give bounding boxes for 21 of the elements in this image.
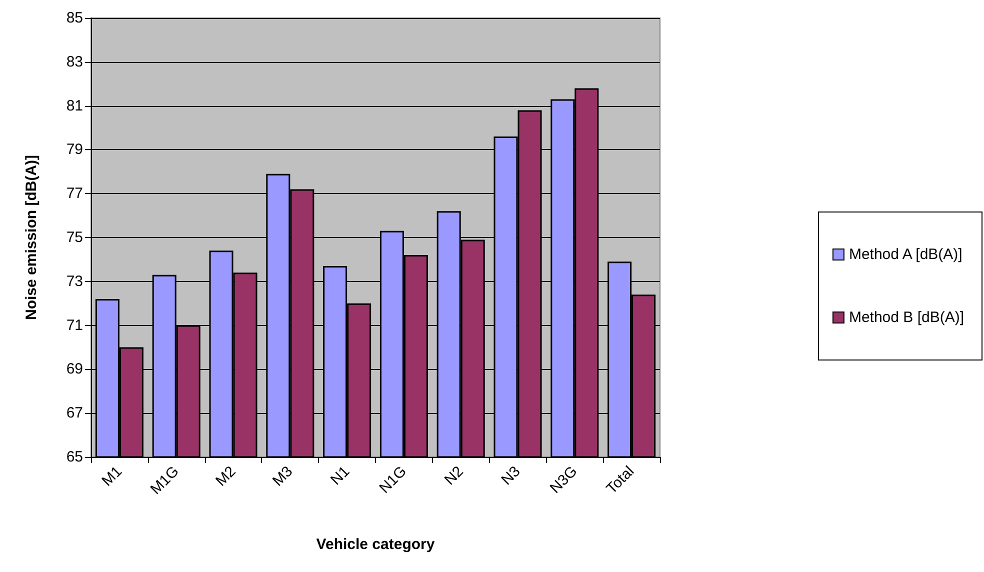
y-tick-label: 83 (66, 53, 83, 70)
x-axis-title: Vehicle category (316, 536, 436, 553)
x-tick-label: M2 (212, 462, 240, 490)
y-axis-title: Noise emission [dB(A)] (23, 154, 40, 320)
y-tick-label: 77 (66, 185, 83, 202)
x-tick-label: M1 (98, 462, 126, 490)
y-tick-label: 67 (66, 404, 83, 422)
y-tick-label: 73 (66, 272, 83, 290)
x-tick-label: N3 (498, 462, 524, 489)
y-tick-label: 85 (66, 10, 83, 26)
x-tick-label: N1 (327, 462, 354, 489)
x-tick-label: N2 (441, 462, 467, 489)
legend-label: Method A [dB(A)] (848, 246, 962, 263)
y-tick-label: 69 (66, 360, 83, 378)
legend-label: Method B [dB(A)] (848, 309, 964, 326)
y-tick-label: 81 (66, 97, 83, 114)
y-tick-label: 65 (66, 448, 83, 466)
y-tick-label: 75 (66, 229, 83, 246)
y-tick-label: 79 (66, 141, 83, 158)
x-tick-label: M3 (269, 462, 296, 490)
y-tick-label: 71 (66, 316, 83, 334)
